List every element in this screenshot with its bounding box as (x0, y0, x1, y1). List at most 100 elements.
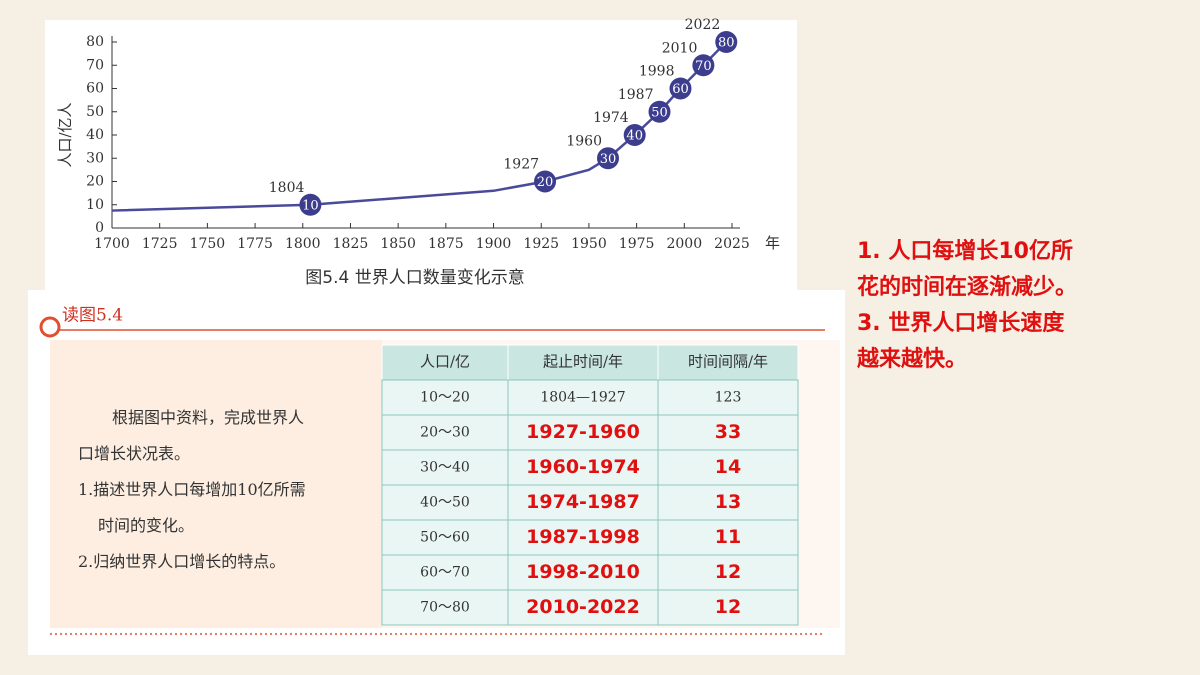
prompt: 根据图中资料，完成世界人口增长状况表。 1.描述世界人口每增加10亿所需时间的变化… (78, 400, 306, 580)
x-tick-label: 1850 (380, 236, 416, 252)
x-tick-label: 1875 (428, 236, 464, 252)
point-marker (534, 170, 557, 193)
notes: 1. 人口每增长10亿所 花的时间在逐渐减少。 3. 世界人口增长速度 越来越快。 (857, 234, 1077, 378)
table-cell (507, 449, 659, 486)
cell-text: 60～70 (420, 565, 470, 581)
note-line: 3. 世界人口增长速度 (857, 311, 1065, 336)
x-tick-label: 1975 (619, 236, 655, 252)
answer-text: 2010-2022 (526, 596, 640, 618)
answer-text: 1974-1987 (526, 491, 640, 513)
point-marker (648, 100, 671, 123)
answer-text: 1998-2010 (526, 561, 640, 583)
x-tick-label: 1900 (476, 236, 512, 252)
table-cell (507, 484, 659, 521)
prompt-line: 根据图中资料，完成世界人 (112, 408, 305, 427)
y-tick-label: 40 (86, 127, 104, 143)
answer-text: 1960-1974 (526, 456, 640, 478)
answer-text: 14 (715, 456, 741, 478)
point-value-label: 20 (537, 175, 554, 190)
prompt-line: 时间的变化。 (98, 516, 195, 535)
table-cell (381, 554, 509, 591)
answer-text: 1987-1998 (526, 526, 640, 548)
table-cell (507, 554, 659, 591)
y-axis-label: 人口/亿人 (56, 102, 74, 167)
header-icon (39, 316, 61, 338)
table-cell (657, 484, 799, 521)
prompt-line: 1.描述世界人口每增加10亿所需 (78, 480, 306, 499)
header-text: 时间间隔/年 (688, 353, 768, 371)
x-tick-label: 1800 (285, 236, 321, 252)
point-value-label: 60 (672, 82, 689, 97)
x-tick-label: 1950 (571, 236, 607, 252)
answer-text: 33 (715, 421, 741, 443)
header-text: 起止时间/年 (543, 353, 623, 371)
x-tick-label: 1700 (94, 236, 130, 252)
point-value-label: 30 (600, 152, 617, 167)
table-cell (381, 519, 509, 556)
cell-text: 20～30 (420, 425, 470, 441)
chart-caption: 图5.4 世界人口数量变化示意 (305, 268, 524, 288)
y-tick-label: 30 (86, 150, 104, 166)
y-tick-label: 20 (86, 174, 104, 190)
point-marker (715, 31, 738, 53)
cell-text: 123 (715, 390, 742, 406)
answer-text: 12 (715, 561, 741, 583)
cell-text: 30～40 (420, 460, 470, 476)
table-cell (657, 519, 799, 556)
point-year-label: 1804 (269, 180, 305, 196)
answer-text: 13 (715, 491, 741, 513)
table-cell (657, 414, 799, 451)
chart-panel (45, 20, 797, 292)
point-year-label: 1927 (503, 157, 539, 173)
point-value-label: 10 (302, 198, 319, 213)
x-tick-label: 1775 (237, 236, 273, 252)
y-tick-label: 70 (86, 57, 104, 73)
table-cell (381, 449, 509, 486)
note-line: 越来越快。 (857, 347, 968, 372)
x-tick-label: 1750 (190, 236, 226, 252)
table-cell (657, 589, 799, 626)
table-cell (507, 414, 659, 451)
y-tick-label: 10 (86, 197, 104, 213)
note-line: 花的时间在逐渐减少。 (857, 275, 1078, 300)
point-year-label: 2010 (662, 40, 698, 56)
prompt-line: 2.归纳世界人口增长的特点。 (78, 552, 286, 571)
x-tick-label: 2025 (714, 236, 750, 252)
y-tick-label: 60 (86, 81, 104, 97)
cell-text: 70～80 (420, 600, 470, 616)
y-tick-label: 0 (95, 220, 104, 236)
answer-text: 12 (715, 596, 741, 618)
cell-text: 10～20 (420, 390, 470, 406)
x-tick-label: 1925 (523, 236, 559, 252)
section-title: 读图5.4 (62, 306, 123, 326)
point-marker (692, 54, 715, 77)
point-value-label: 50 (651, 105, 668, 120)
y-tick-label: 80 (86, 34, 104, 50)
x-axis-unit: 年 (765, 234, 780, 252)
point-marker (669, 77, 692, 100)
point-year-label: 1987 (618, 87, 654, 103)
point-value-label: 40 (626, 129, 643, 144)
x-tick-label: 2000 (666, 236, 702, 252)
table-cell (381, 484, 509, 521)
answer-text: 11 (715, 526, 741, 548)
y-tick-label: 50 (86, 104, 104, 120)
point-year-label: 1960 (566, 133, 602, 149)
cell-text: 40～50 (420, 495, 470, 511)
header-cell (381, 344, 509, 381)
table-cell (657, 554, 799, 591)
point-year-label: 2022 (685, 17, 721, 33)
header-text: 人口/亿 (420, 353, 470, 371)
point-value-label: 80 (718, 36, 735, 51)
cell-text: 1804—1927 (540, 390, 625, 406)
point-marker (299, 193, 322, 216)
x-tick-label: 1825 (333, 236, 369, 252)
table-cell (657, 449, 799, 486)
table-cell (381, 379, 509, 416)
prompt-line: 口增长状况表。 (78, 444, 191, 463)
cell-text: 50～60 (420, 530, 470, 546)
point-value-label: 70 (695, 59, 712, 74)
x-tick-label: 1725 (142, 236, 178, 252)
